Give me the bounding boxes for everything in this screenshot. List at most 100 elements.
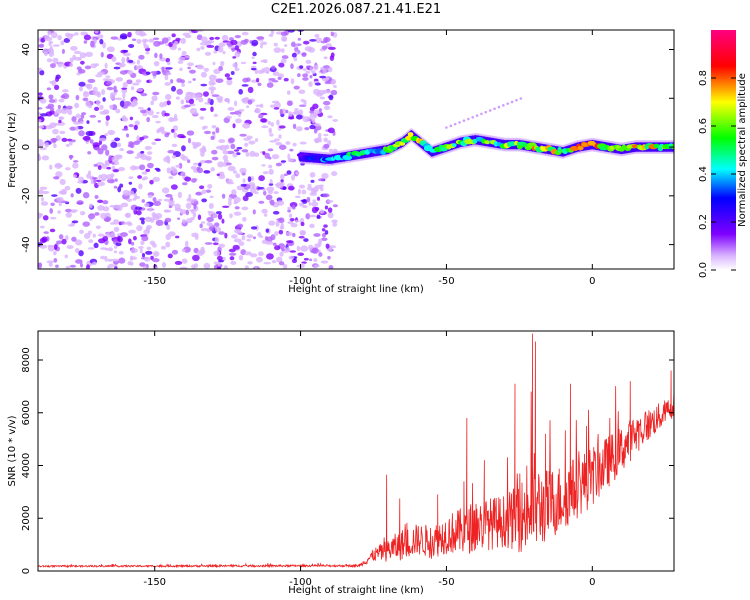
noise-speckle [293, 56, 298, 62]
noise-speckle [170, 117, 179, 122]
noise-speckle [320, 260, 329, 264]
noise-speckle [168, 205, 172, 209]
noise-speckle [141, 253, 146, 258]
noise-speckle [112, 169, 120, 173]
signal-core [577, 145, 584, 151]
noise-speckle [57, 104, 61, 110]
noise-speckle [79, 121, 84, 125]
noise-speckle [148, 207, 154, 212]
noise-speckle [308, 244, 314, 251]
noise-speckle [152, 176, 160, 182]
noise-speckle [49, 164, 53, 170]
noise-speckle [119, 147, 125, 152]
faint-streak [471, 116, 474, 119]
noise-speckle [153, 60, 160, 67]
noise-speckle [273, 42, 278, 47]
noise-speckle [241, 149, 249, 153]
noise-speckle [261, 67, 265, 74]
noise-speckle [77, 69, 86, 74]
noise-speckle [200, 228, 208, 232]
noise-speckle [119, 183, 124, 188]
noise-speckle [88, 239, 94, 244]
noise-speckle [302, 40, 310, 45]
noise-speckle [118, 257, 126, 264]
noise-speckle [259, 44, 264, 49]
noise-speckle [60, 40, 65, 46]
noise-speckle [250, 226, 258, 230]
noise-speckle [311, 201, 319, 207]
noise-speckle [331, 219, 338, 223]
noise-speckle [199, 185, 205, 190]
noise-speckle [177, 47, 182, 51]
noise-speckle [198, 162, 202, 167]
noise-speckle [48, 262, 53, 267]
noise-speckle [164, 112, 170, 117]
snr-marks [38, 333, 674, 569]
noise-speckle [44, 35, 50, 39]
noise-speckle [223, 117, 230, 124]
noise-speckle [78, 81, 86, 87]
noise-speckle [87, 170, 92, 176]
noise-speckle [301, 189, 307, 195]
noise-speckle [275, 141, 283, 146]
noise-speckle [192, 144, 198, 149]
signal-core [439, 147, 448, 152]
noise-speckle [245, 191, 253, 198]
noise-speckle [191, 264, 197, 269]
noise-speckle [290, 63, 294, 70]
noise-speckle [142, 176, 149, 180]
noise-speckle [152, 243, 157, 248]
noise-speckle [268, 168, 274, 175]
noise-speckle [161, 66, 165, 73]
noise-speckle [164, 217, 172, 223]
noise-speckle [97, 205, 105, 211]
noise-speckle [305, 213, 311, 220]
noise-speckle [301, 205, 308, 209]
noise-speckle [235, 118, 242, 124]
noise-speckle [177, 191, 183, 199]
noise-speckle [96, 99, 101, 106]
noise-speckle [56, 197, 64, 203]
noise-speckle [145, 168, 151, 173]
noise-speckle [207, 97, 211, 104]
noise-speckle [265, 194, 273, 201]
noise-speckle [214, 237, 220, 244]
noise-speckle [271, 65, 276, 70]
colorbar [711, 30, 736, 270]
noise-speckle [218, 174, 226, 180]
noise-speckle [239, 167, 247, 174]
noise-speckle [285, 249, 291, 253]
noise-speckle [136, 135, 140, 142]
noise-speckle [144, 202, 150, 208]
noise-speckle [288, 213, 293, 218]
noise-speckle [248, 140, 256, 145]
noise-speckle [97, 71, 106, 76]
noise-speckle [306, 196, 311, 203]
noise-speckle [309, 223, 315, 229]
noise-speckle [160, 245, 167, 250]
snr-frame [37, 330, 675, 572]
snr-x-axis-label: Height of straight line (km) [288, 585, 424, 596]
noise-speckle [230, 143, 236, 150]
noise-speckle [237, 113, 242, 118]
noise-speckle [279, 108, 283, 115]
noise-speckle [238, 241, 245, 246]
noise-speckle [313, 258, 318, 263]
noise-speckle [286, 90, 291, 95]
noise-speckle [232, 56, 237, 59]
faint-streak [497, 105, 501, 109]
noise-speckle [241, 84, 249, 87]
noise-speckle [180, 154, 185, 160]
noise-speckle [92, 90, 100, 96]
noise-speckle [40, 197, 44, 202]
noise-speckle [174, 235, 180, 239]
noise-speckle [222, 256, 226, 262]
noise-speckle [300, 245, 309, 252]
noise-speckle [228, 248, 236, 253]
noise-speckle [197, 214, 202, 221]
noise-speckle [121, 128, 129, 131]
noise-speckle [53, 123, 61, 126]
noise-speckle [39, 113, 48, 117]
noise-speckle [117, 186, 122, 193]
noise-speckle [215, 211, 222, 215]
